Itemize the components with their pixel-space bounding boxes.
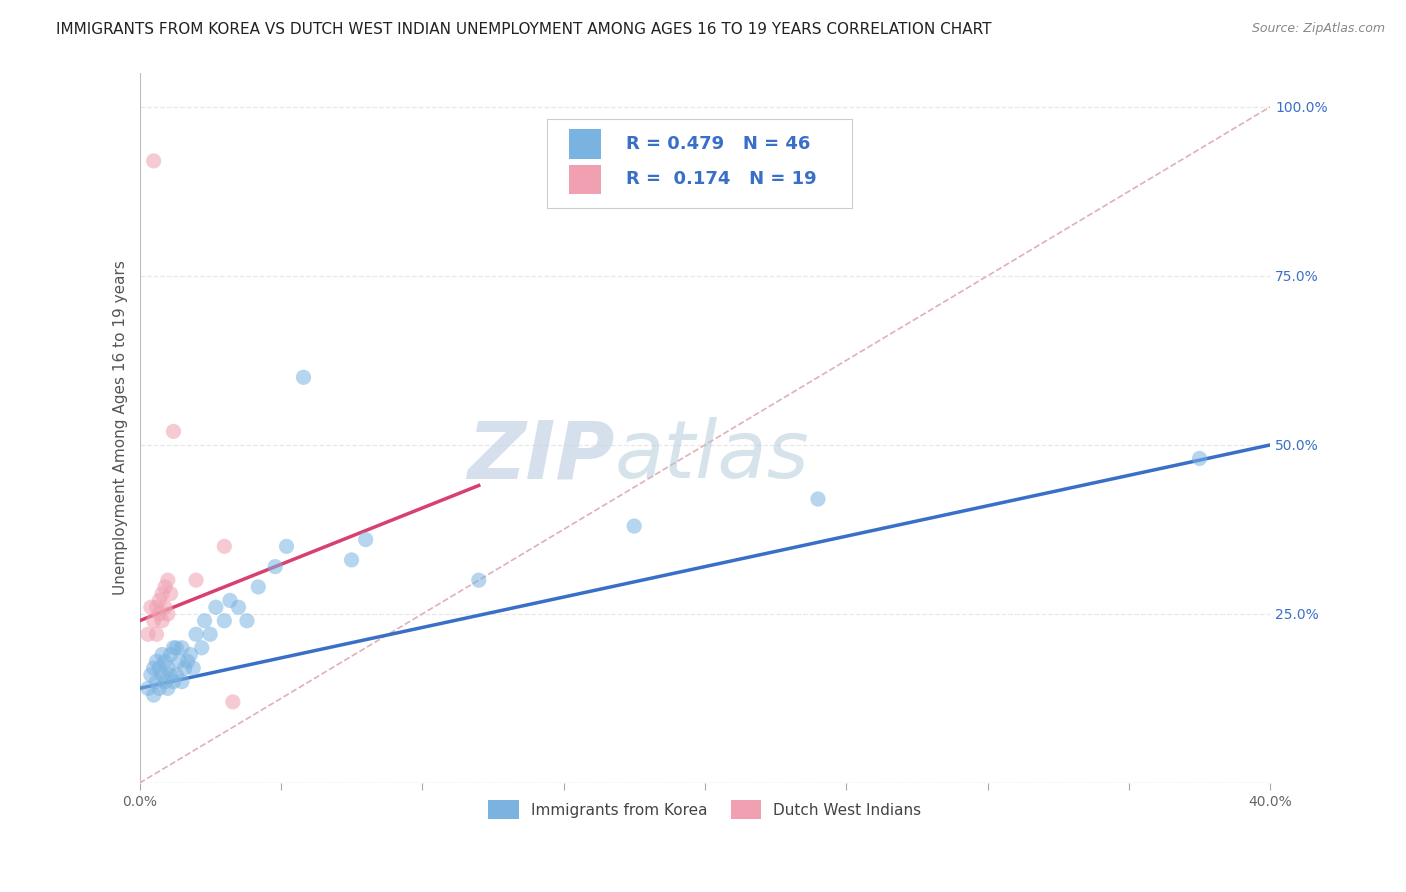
- Point: [247, 580, 270, 594]
- Point: [1188, 451, 1211, 466]
- Point: [156, 661, 179, 675]
- Point: [236, 614, 259, 628]
- Point: [142, 661, 165, 675]
- Point: [148, 607, 170, 621]
- Point: [150, 614, 173, 628]
- Text: R = 0.479   N = 46: R = 0.479 N = 46: [626, 135, 810, 153]
- Point: [340, 553, 363, 567]
- Point: [173, 661, 195, 675]
- Text: R =  0.174   N = 19: R = 0.174 N = 19: [626, 170, 817, 188]
- Text: atlas: atlas: [614, 417, 810, 495]
- Point: [292, 370, 315, 384]
- Point: [156, 573, 179, 587]
- Point: [623, 519, 645, 533]
- Point: [807, 491, 830, 506]
- Point: [145, 600, 167, 615]
- Point: [159, 648, 181, 662]
- Point: [136, 681, 159, 696]
- Point: [162, 674, 184, 689]
- Point: [228, 600, 250, 615]
- Text: IMMIGRANTS FROM KOREA VS DUTCH WEST INDIAN UNEMPLOYMENT AMONG AGES 16 TO 19 YEAR: IMMIGRANTS FROM KOREA VS DUTCH WEST INDI…: [56, 22, 991, 37]
- Point: [200, 627, 222, 641]
- Point: [276, 540, 298, 554]
- FancyBboxPatch shape: [547, 120, 852, 208]
- Point: [142, 614, 165, 628]
- Point: [142, 688, 165, 702]
- Point: [153, 654, 176, 668]
- Point: [181, 661, 204, 675]
- Point: [139, 668, 162, 682]
- Point: [148, 661, 170, 675]
- Point: [139, 600, 162, 615]
- Point: [165, 640, 187, 655]
- Point: [179, 648, 201, 662]
- Point: [145, 674, 167, 689]
- Point: [156, 681, 179, 696]
- Point: [354, 533, 377, 547]
- Point: [264, 559, 287, 574]
- Point: [145, 627, 167, 641]
- Point: [219, 593, 242, 607]
- Point: [156, 607, 179, 621]
- Point: [165, 668, 187, 682]
- Point: [145, 654, 167, 668]
- Point: [184, 627, 207, 641]
- Legend: Immigrants from Korea, Dutch West Indians: Immigrants from Korea, Dutch West Indian…: [482, 794, 928, 825]
- Point: [190, 640, 212, 655]
- Point: [205, 600, 228, 615]
- Point: [214, 614, 236, 628]
- Point: [148, 681, 170, 696]
- Point: [148, 593, 170, 607]
- Point: [162, 425, 184, 439]
- Point: [150, 648, 173, 662]
- Y-axis label: Unemployment Among Ages 16 to 19 years: Unemployment Among Ages 16 to 19 years: [114, 260, 128, 596]
- Point: [153, 674, 176, 689]
- Point: [153, 580, 176, 594]
- Point: [184, 573, 207, 587]
- Point: [214, 540, 236, 554]
- Point: [222, 695, 245, 709]
- Point: [162, 640, 184, 655]
- FancyBboxPatch shape: [569, 129, 600, 159]
- Point: [159, 587, 181, 601]
- Point: [150, 587, 173, 601]
- Point: [159, 668, 181, 682]
- Point: [153, 600, 176, 615]
- Point: [142, 153, 165, 168]
- FancyBboxPatch shape: [569, 165, 600, 194]
- Point: [136, 627, 159, 641]
- Text: ZIP: ZIP: [467, 417, 614, 495]
- Point: [150, 668, 173, 682]
- Point: [170, 674, 193, 689]
- Point: [170, 640, 193, 655]
- Point: [176, 654, 198, 668]
- Text: Source: ZipAtlas.com: Source: ZipAtlas.com: [1251, 22, 1385, 36]
- Point: [193, 614, 215, 628]
- Point: [468, 573, 491, 587]
- Point: [167, 654, 190, 668]
